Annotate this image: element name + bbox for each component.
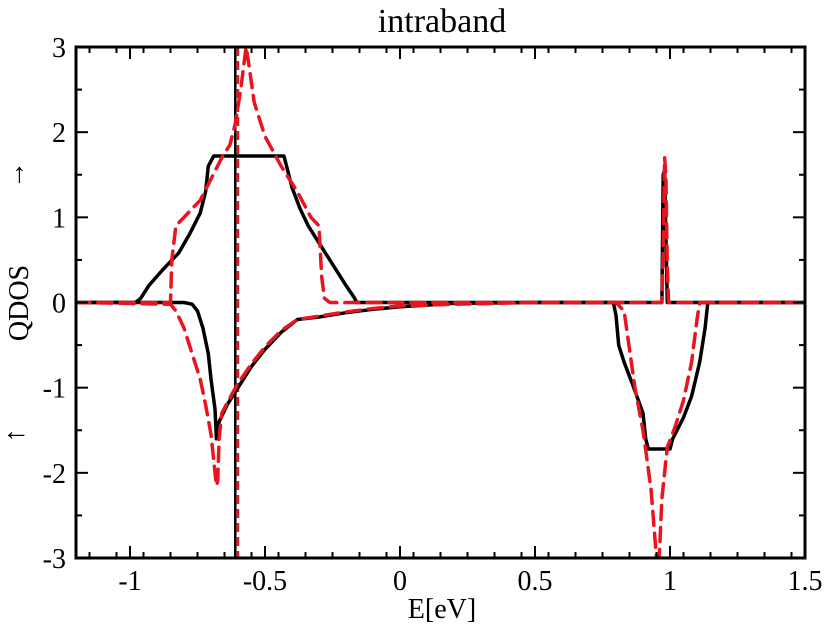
x-tick-label: 0	[393, 566, 407, 597]
y-tick-label: 0	[52, 289, 66, 320]
y-tick-label: 2	[52, 118, 66, 149]
y-axis: -3 -2 -1 0 1 2 3	[43, 33, 805, 575]
x-axis-label: E[eV]	[408, 594, 476, 625]
series-line-3	[76, 47, 805, 305]
spin-up-arrow: →	[0, 161, 31, 189]
y-tick-label: -2	[43, 459, 66, 490]
x-axis: -1 -0.5 0 0.5 1 1.5	[88, 47, 823, 597]
y-axis-label: QDOS	[4, 265, 35, 341]
x-tick-label: 0.5	[518, 566, 553, 597]
x-tick-label: -0.5	[243, 566, 287, 597]
y-tick-label: -3	[43, 544, 66, 575]
series-line-4	[76, 300, 805, 558]
x-tick-label: 1	[663, 566, 677, 597]
y-tick-label: 1	[52, 203, 66, 234]
y-tick-label: -1	[43, 374, 66, 405]
chart-title: intraband	[378, 3, 506, 40]
spin-down-arrow: ←	[2, 416, 30, 447]
plot-area	[76, 47, 805, 558]
series-line-1	[76, 154, 805, 305]
x-tick-label: -1	[118, 566, 141, 597]
y-tick-label: 3	[52, 33, 66, 64]
x-tick-label: 1.5	[788, 566, 823, 597]
